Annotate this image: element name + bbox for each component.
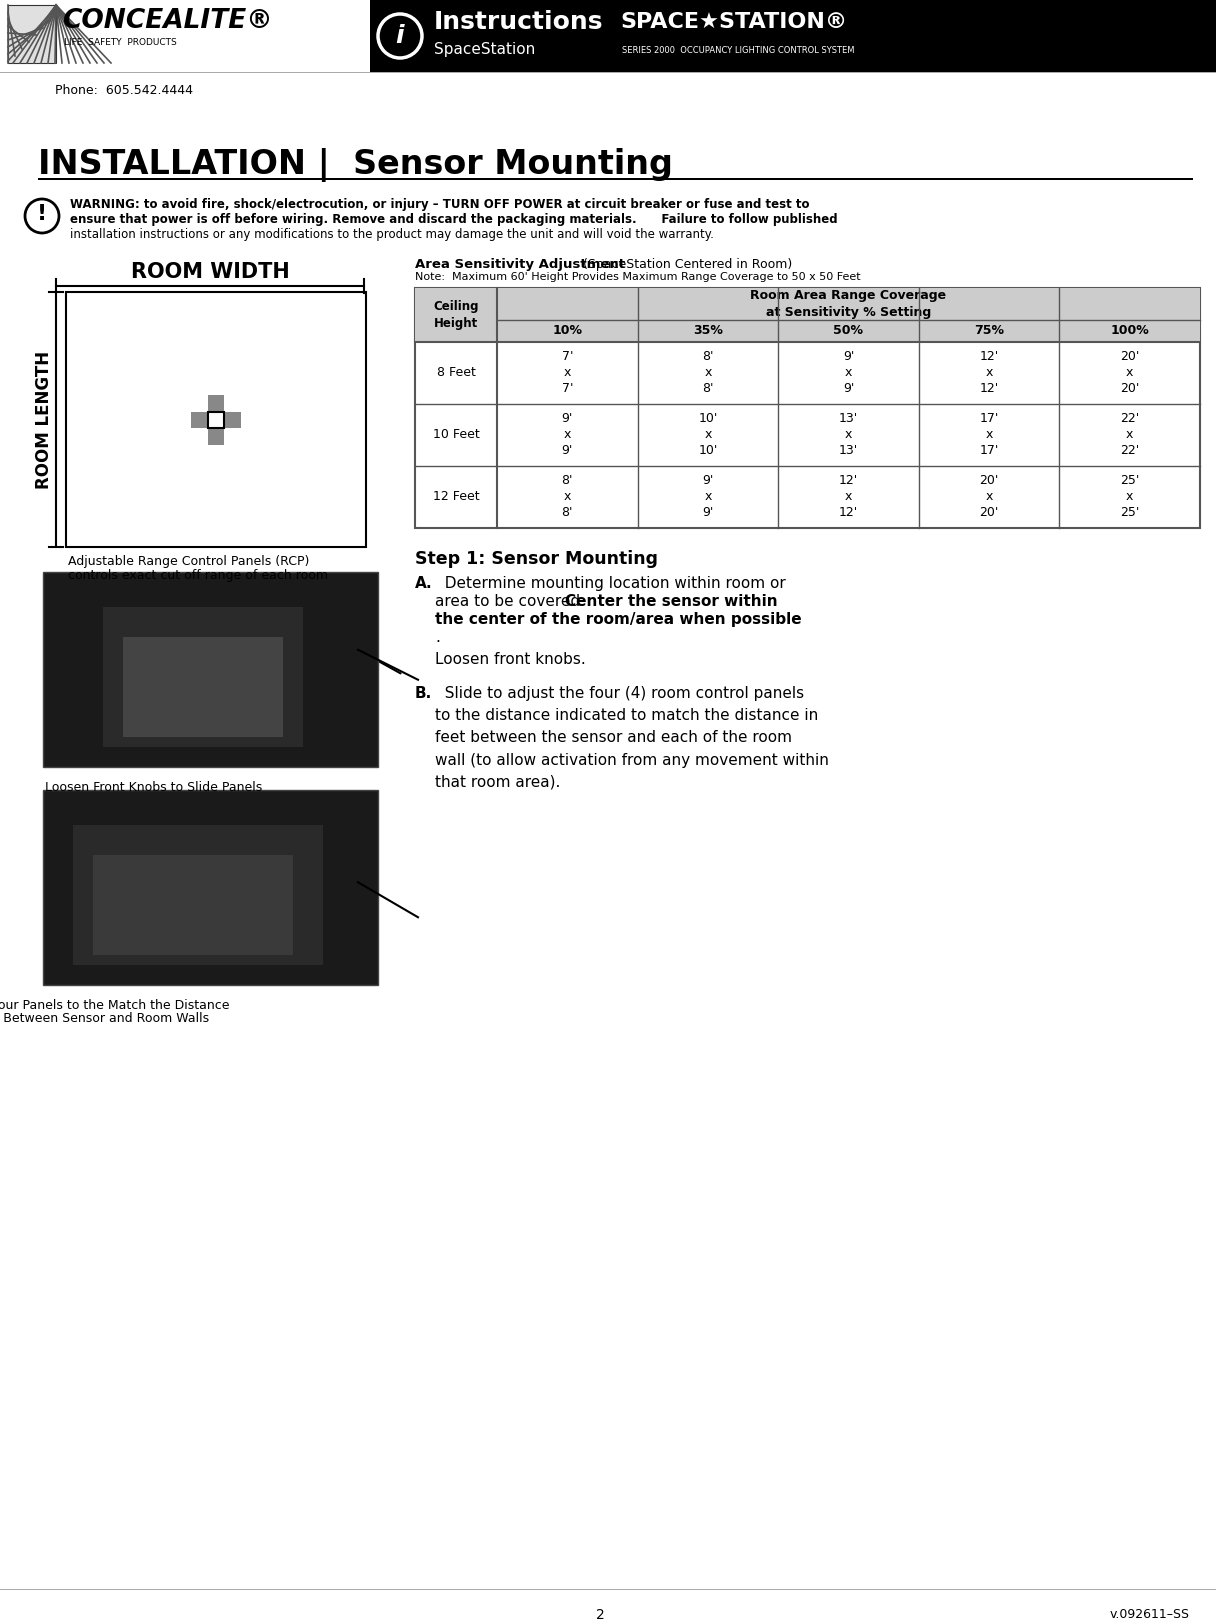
- Text: 8'
x
8': 8' x 8': [702, 351, 714, 396]
- Text: ROOM LENGTH: ROOM LENGTH: [35, 351, 54, 489]
- Text: the center of the room/area when possible: the center of the room/area when possibl…: [435, 612, 801, 626]
- Text: 7'
x
7': 7' x 7': [562, 351, 573, 396]
- Text: INSTALLATION |  Sensor Mounting: INSTALLATION | Sensor Mounting: [38, 148, 672, 182]
- Text: 17'
x
17': 17' x 17': [979, 412, 998, 458]
- Text: !: !: [36, 204, 47, 224]
- Text: Loosen Front Knobs to Slide Panels: Loosen Front Knobs to Slide Panels: [45, 781, 263, 794]
- Bar: [73, 824, 323, 966]
- Text: Note:  Maximum 60' Height Provides Maximum Range Coverage to 50 x 50 Feet: Note: Maximum 60' Height Provides Maximu…: [415, 273, 861, 282]
- Text: 10'
x
10': 10' x 10': [698, 412, 717, 458]
- Bar: [43, 790, 378, 985]
- Bar: [0, 0, 370, 71]
- Text: Center the sensor within: Center the sensor within: [565, 594, 777, 609]
- Text: 10%: 10%: [552, 325, 582, 338]
- Text: 35%: 35%: [693, 325, 722, 338]
- Bar: [415, 287, 1200, 527]
- Text: in Feet Between Sensor and Room Walls: in Feet Between Sensor and Room Walls: [0, 1013, 209, 1026]
- Text: Phone:  605.542.4444: Phone: 605.542.4444: [55, 84, 193, 97]
- Text: 25'
x
25': 25' x 25': [1120, 474, 1139, 519]
- Text: Determine mounting location within room or: Determine mounting location within room …: [435, 576, 786, 591]
- Text: SpaceStation: SpaceStation: [434, 42, 535, 57]
- Text: Adjustable Range Control Panels (RCP): Adjustable Range Control Panels (RCP): [68, 555, 309, 568]
- Text: A.: A.: [415, 576, 433, 591]
- Bar: [43, 571, 378, 768]
- Text: 22'
x
22': 22' x 22': [1120, 412, 1139, 458]
- Text: Instructions: Instructions: [434, 10, 603, 34]
- Text: 9'
x
9': 9' x 9': [843, 351, 854, 396]
- Text: 9'
x
9': 9' x 9': [562, 412, 573, 458]
- Text: 13'
x
13': 13' x 13': [839, 412, 858, 458]
- Text: Area Sensitivity Adjustment: Area Sensitivity Adjustment: [415, 258, 625, 271]
- Bar: [191, 412, 207, 427]
- Text: 2: 2: [596, 1608, 604, 1621]
- Text: B.: B.: [415, 687, 432, 701]
- Text: Room Area Range Coverage
at Sensitivity % Setting: Room Area Range Coverage at Sensitivity …: [750, 289, 946, 320]
- Text: 10 Feet: 10 Feet: [433, 428, 479, 441]
- Text: .
Loosen front knobs.: . Loosen front knobs.: [435, 630, 586, 667]
- Text: SPACE★STATION®: SPACE★STATION®: [620, 11, 848, 32]
- Text: 12 Feet: 12 Feet: [433, 490, 479, 503]
- Bar: [66, 292, 366, 547]
- Text: installation instructions or any modifications to the product may damage the uni: installation instructions or any modific…: [71, 227, 714, 240]
- Text: i: i: [395, 24, 404, 49]
- Bar: [208, 412, 224, 427]
- Text: area to be covered.: area to be covered.: [435, 594, 595, 609]
- Bar: [225, 412, 241, 427]
- Bar: [123, 636, 283, 737]
- Bar: [92, 855, 293, 954]
- Bar: [370, 0, 1216, 71]
- Bar: [38, 179, 1193, 180]
- Text: Step 1: Sensor Mounting: Step 1: Sensor Mounting: [415, 550, 658, 568]
- Text: CONCEALITE®: CONCEALITE®: [62, 8, 272, 34]
- Text: v.092611–SS: v.092611–SS: [1110, 1608, 1190, 1621]
- Text: controls exact cut off range of each room: controls exact cut off range of each roo…: [68, 570, 328, 583]
- Text: 12'
x
12': 12' x 12': [979, 351, 998, 396]
- Text: ensure that power is off before wiring. Remove and discard the packaging materia: ensure that power is off before wiring. …: [71, 213, 838, 226]
- Text: 8 Feet: 8 Feet: [437, 367, 475, 380]
- Text: 12'
x
12': 12' x 12': [839, 474, 858, 519]
- Text: 8'
x
8': 8' x 8': [562, 474, 573, 519]
- Text: 100%: 100%: [1110, 325, 1149, 338]
- Text: WARNING: to avoid fire, shock/electrocution, or injury – TURN OFF POWER at circu: WARNING: to avoid fire, shock/electrocut…: [71, 198, 810, 211]
- Text: (SpaceStation Centered in Room): (SpaceStation Centered in Room): [575, 258, 793, 271]
- Bar: [415, 287, 1200, 342]
- Text: 9'
x
9': 9' x 9': [702, 474, 714, 519]
- Text: 75%: 75%: [974, 325, 1004, 338]
- Text: 20'
x
20': 20' x 20': [1120, 351, 1139, 396]
- Text: 50%: 50%: [833, 325, 863, 338]
- Bar: [103, 607, 303, 747]
- Bar: [208, 394, 224, 411]
- Text: ROOM WIDTH: ROOM WIDTH: [130, 261, 289, 282]
- Text: Ceiling
Height: Ceiling Height: [433, 300, 479, 329]
- Text: SERIES 2000  OCCUPANCY LIGHTING CONTROL SYSTEM: SERIES 2000 OCCUPANCY LIGHTING CONTROL S…: [623, 45, 855, 55]
- Text: 20'
x
20': 20' x 20': [979, 474, 998, 519]
- Bar: [9, 5, 56, 63]
- Text: Slide All Four Panels to the Match the Distance: Slide All Four Panels to the Match the D…: [0, 1000, 230, 1013]
- Bar: [208, 428, 224, 445]
- Text: Slide to adjust the four (4) room control panels
to the distance indicated to ma: Slide to adjust the four (4) room contro…: [435, 687, 829, 790]
- Text: LIFE  SAFETY  PRODUCTS: LIFE SAFETY PRODUCTS: [64, 37, 176, 47]
